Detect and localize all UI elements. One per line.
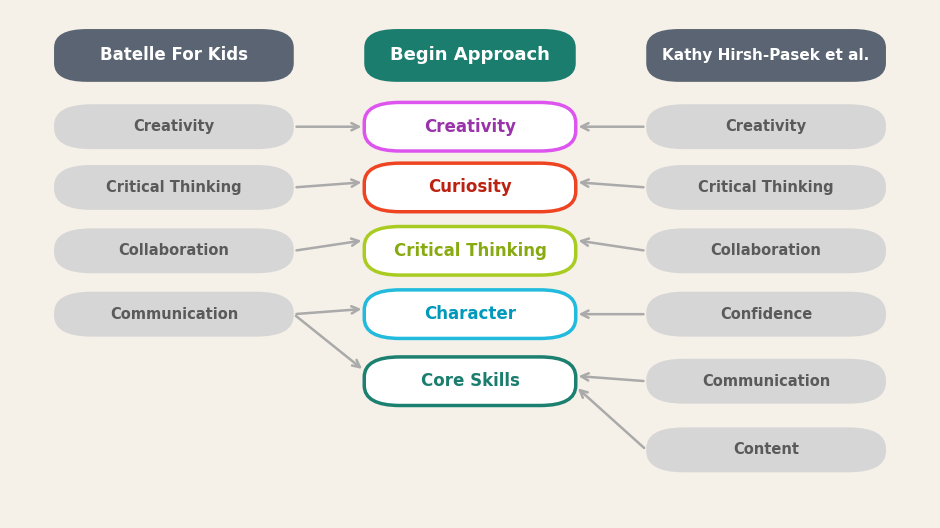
FancyBboxPatch shape bbox=[365, 290, 575, 338]
FancyBboxPatch shape bbox=[365, 163, 575, 212]
FancyBboxPatch shape bbox=[54, 228, 293, 274]
Text: Kathy Hirsh-Pasek et al.: Kathy Hirsh-Pasek et al. bbox=[663, 48, 870, 63]
FancyBboxPatch shape bbox=[54, 29, 293, 82]
Text: Confidence: Confidence bbox=[720, 307, 812, 322]
Text: Critical Thinking: Critical Thinking bbox=[106, 180, 242, 195]
Text: Creativity: Creativity bbox=[424, 118, 516, 136]
Text: Collaboration: Collaboration bbox=[711, 243, 822, 258]
FancyBboxPatch shape bbox=[647, 228, 886, 274]
Text: Core Skills: Core Skills bbox=[420, 372, 520, 390]
FancyBboxPatch shape bbox=[54, 291, 293, 337]
FancyBboxPatch shape bbox=[365, 357, 575, 406]
Text: Curiosity: Curiosity bbox=[428, 178, 512, 196]
Text: Batelle For Kids: Batelle For Kids bbox=[100, 46, 248, 64]
FancyBboxPatch shape bbox=[365, 227, 575, 275]
Text: Communication: Communication bbox=[110, 307, 238, 322]
FancyBboxPatch shape bbox=[54, 105, 293, 149]
FancyBboxPatch shape bbox=[365, 102, 575, 151]
FancyBboxPatch shape bbox=[647, 428, 886, 472]
FancyBboxPatch shape bbox=[647, 165, 886, 210]
Text: Communication: Communication bbox=[702, 374, 830, 389]
Text: Character: Character bbox=[424, 305, 516, 323]
FancyBboxPatch shape bbox=[647, 29, 886, 82]
FancyBboxPatch shape bbox=[647, 291, 886, 337]
Text: Begin Approach: Begin Approach bbox=[390, 46, 550, 64]
FancyBboxPatch shape bbox=[647, 359, 886, 403]
FancyBboxPatch shape bbox=[365, 29, 575, 82]
Text: Creativity: Creativity bbox=[133, 119, 214, 134]
Text: Creativity: Creativity bbox=[726, 119, 807, 134]
FancyBboxPatch shape bbox=[647, 105, 886, 149]
Text: Critical Thinking: Critical Thinking bbox=[698, 180, 834, 195]
Text: Content: Content bbox=[733, 442, 799, 457]
FancyBboxPatch shape bbox=[54, 165, 293, 210]
Text: Collaboration: Collaboration bbox=[118, 243, 229, 258]
Text: Critical Thinking: Critical Thinking bbox=[394, 242, 546, 260]
